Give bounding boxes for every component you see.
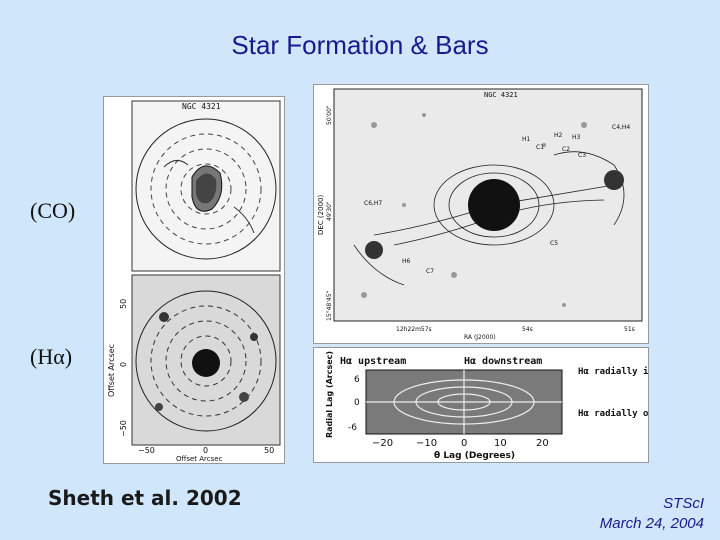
left-y-tick: 0 [119,362,128,367]
lag-y-tick: -6 [348,423,357,433]
ra-tick: 12h22m57s [396,326,432,333]
lag-y-axis-label: Radial Lag (Arcsec) [325,351,334,438]
left-y-tick: −50 [119,420,128,437]
left-x-tick: 50 [264,446,274,455]
inwards-label: Hα radially inwards [578,366,648,377]
dec-tick: 15°48'45" [326,290,333,321]
h-alpha-label: (Hα) [30,344,73,369]
dec-tick: 50'00" [326,105,333,125]
upstream-label: Hα upstream [340,356,406,367]
region-label: H1 [522,136,531,143]
region-label: H3 [572,134,581,141]
region-label: C7 [426,268,434,275]
left-y-axis-label: Offset Arcsec [107,344,116,397]
co-contour-map [135,118,277,260]
ngc4321-map-figure: NGC 4321 H1 H2 H3 C1 C2 C3 C4,H4 C5 C6,H… [314,85,648,343]
outwards-label: Hα radially outwards [578,408,648,419]
left-y-tick: 50 [119,299,128,309]
slide-title: Star Formation & Bars [231,30,489,60]
citation: Sheth et al. 2002 [48,486,242,510]
region-label: C3 [578,152,586,159]
h-alpha-contour-map [135,290,277,432]
region-label: C4,H4 [612,124,630,131]
left-x-tick: 0 [203,446,208,455]
dec-tick: 49'30" [326,201,333,221]
left-map-panel: NGC 4321 Offset Arcsec 50 0 −50 −50 0 50… [103,96,285,464]
region-label: C5 [550,240,558,247]
right-galaxy-label: NGC 4321 [484,91,518,99]
right-y-axis-label: DEC (2000) [317,195,325,235]
lag-x-tick: −20 [372,438,393,449]
region-label: H6 [402,258,411,265]
co-label: (CO) [30,198,76,223]
footer-org: STScI [663,495,704,512]
lag-y-tick: 0 [354,398,360,408]
footer: STScI March 24, 2004 [600,494,704,534]
right-x-axis-label: RA (J2000) [464,334,496,341]
ra-tick: 54s [522,326,533,333]
lag-x-tick: −10 [416,438,437,449]
lag-y-tick: 6 [354,375,360,385]
right-map-panel: NGC 4321 H1 H2 H3 C1 C2 C3 C4,H4 C5 C6,H… [313,84,649,344]
lag-x-tick: 10 [494,438,507,449]
footer-date: March 24, 2004 [599,515,704,532]
ra-tick: 51s [624,326,635,333]
galaxy-core [468,179,520,231]
lag-x-tick: 20 [536,438,549,449]
left-x-tick: −50 [138,446,155,455]
lag-panel: Hα upstream Hα downstream Hα radially in… [313,347,649,463]
left-map-figure: NGC 4321 Offset Arcsec 50 0 −50 −50 0 50… [104,97,284,463]
region-label: C1 [536,144,544,151]
lag-figure: Hα upstream Hα downstream Hα radially in… [314,348,648,462]
downstream-label: Hα downstream [464,356,542,367]
left-x-axis-label: Offset Arcsec [176,455,223,463]
left-galaxy-label: NGC 4321 [182,102,221,111]
lag-x-axis-label: θ Lag (Degrees) [434,451,515,461]
region-label: C6,H7 [364,200,382,207]
region-label: H2 [554,132,563,139]
lag-x-tick: 0 [461,438,467,449]
region-label: C2 [562,146,570,153]
